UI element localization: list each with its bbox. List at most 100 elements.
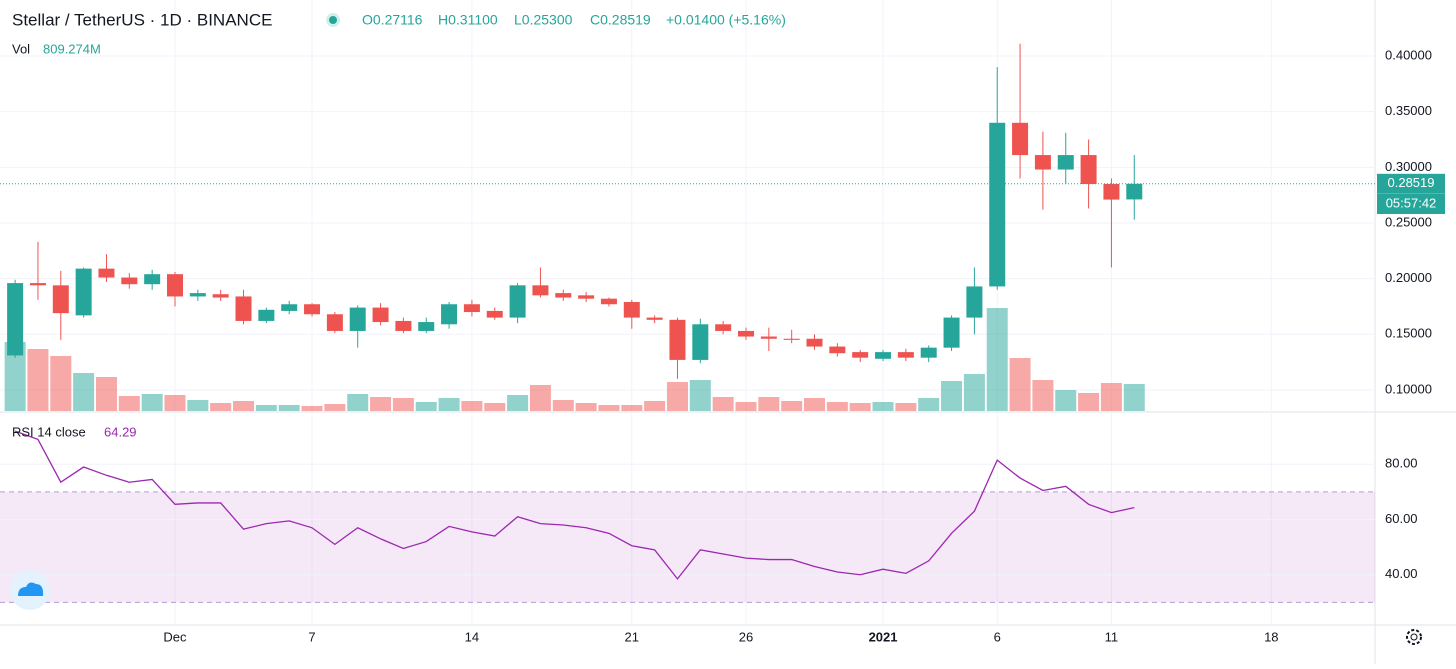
y-tick-label: 0.30000 bbox=[1385, 159, 1432, 174]
candle-body bbox=[760, 336, 777, 339]
logo[interactable] bbox=[10, 570, 50, 610]
x-tick-label: 6 bbox=[994, 629, 1001, 644]
volume-value: 809.274M bbox=[43, 41, 101, 56]
candle-body bbox=[692, 324, 709, 360]
rsi-tick-label: 60.00 bbox=[1385, 511, 1418, 526]
ohlc-change: +0.01400 (+5.16%) bbox=[666, 12, 786, 28]
status-dot-inner bbox=[329, 16, 337, 24]
candle-body bbox=[989, 122, 1006, 287]
candle-body bbox=[1126, 183, 1143, 200]
x-tick-label: 21 bbox=[625, 629, 639, 644]
candle-body bbox=[897, 352, 914, 358]
candle-body bbox=[555, 293, 572, 298]
volume-bar bbox=[484, 403, 506, 411]
candle-body bbox=[258, 309, 275, 321]
candle-body bbox=[349, 307, 366, 331]
volume-bar bbox=[461, 401, 483, 411]
candle-body bbox=[623, 302, 640, 318]
volume-bar bbox=[918, 398, 940, 411]
candle-body bbox=[212, 294, 229, 298]
candle-body bbox=[646, 317, 663, 320]
candle-body bbox=[829, 346, 846, 354]
volume-bar bbox=[73, 373, 95, 411]
candle-body bbox=[166, 274, 183, 297]
plot bbox=[0, 43, 1375, 580]
volume-bar bbox=[529, 385, 551, 411]
countdown: 05:57:42 bbox=[1386, 195, 1437, 210]
volume-bar bbox=[735, 402, 757, 411]
volume-bar bbox=[1100, 383, 1122, 411]
volume-bar bbox=[1032, 380, 1054, 411]
candle-body bbox=[75, 268, 92, 316]
ohlc-close: C0.28519 bbox=[590, 12, 651, 28]
volume-bar bbox=[689, 380, 711, 411]
candle-body bbox=[1103, 184, 1120, 200]
candle-body bbox=[235, 296, 252, 321]
volume-bar bbox=[118, 396, 140, 411]
y-tick-label: 0.10000 bbox=[1385, 381, 1432, 396]
candle-body bbox=[7, 283, 24, 356]
candle-body bbox=[1034, 155, 1051, 170]
volume-bar bbox=[552, 400, 574, 411]
candle-body bbox=[29, 283, 46, 286]
volume-bar bbox=[141, 394, 163, 411]
settings-icon[interactable] bbox=[1406, 629, 1422, 645]
candle-body bbox=[532, 285, 549, 296]
candle-body bbox=[943, 317, 960, 348]
volume-bar bbox=[849, 403, 871, 411]
volume-bar bbox=[210, 403, 232, 411]
y-tick-label: 0.25000 bbox=[1385, 214, 1432, 229]
candle-body bbox=[463, 304, 480, 313]
volume-bar bbox=[255, 405, 277, 411]
rsi-band bbox=[0, 491, 1375, 603]
volume-bar bbox=[895, 403, 917, 411]
volume-bar bbox=[301, 406, 323, 411]
volume-bar bbox=[1055, 390, 1077, 411]
candle-body bbox=[372, 307, 389, 323]
volume-bar bbox=[598, 405, 620, 411]
y-tick-label: 0.40000 bbox=[1385, 47, 1432, 62]
candle-body bbox=[1080, 155, 1097, 185]
y-tick-label: 0.35000 bbox=[1385, 103, 1432, 118]
grid bbox=[0, 0, 1375, 625]
rsi-tick-label: 80.00 bbox=[1385, 456, 1418, 471]
candle-body bbox=[189, 293, 206, 297]
candle-body bbox=[920, 347, 937, 358]
last-price-label: 0.28519 bbox=[1388, 175, 1435, 190]
volume-bar bbox=[392, 398, 414, 411]
volume-bar bbox=[4, 342, 26, 411]
ohlc-low: L0.25300 bbox=[514, 12, 573, 28]
volume-bar bbox=[621, 405, 643, 411]
candle-body bbox=[486, 310, 503, 318]
volume-bar bbox=[507, 395, 529, 411]
volume-bar bbox=[941, 381, 963, 411]
candle-body bbox=[98, 268, 115, 278]
volume-bar bbox=[826, 402, 848, 411]
y-tick-label: 0.15000 bbox=[1385, 326, 1432, 341]
volume-bar bbox=[324, 404, 346, 411]
x-tick-label: 14 bbox=[465, 629, 479, 644]
ohlc-open: O0.27116 bbox=[362, 12, 423, 28]
symbol-title: Stellar / TetherUS · 1D · BINANCE bbox=[12, 10, 272, 29]
x-tick-label: 7 bbox=[308, 629, 315, 644]
candle-body bbox=[875, 352, 892, 359]
candle-body bbox=[395, 320, 412, 331]
candle-body bbox=[1012, 122, 1029, 156]
volume-bar bbox=[438, 398, 460, 411]
candle-body bbox=[418, 322, 435, 331]
candle-body bbox=[966, 286, 983, 318]
candle-body bbox=[326, 314, 343, 331]
volume-bar bbox=[233, 401, 255, 411]
volume-bar bbox=[644, 401, 666, 411]
volume-bar bbox=[781, 401, 803, 411]
candle-body bbox=[715, 324, 732, 331]
candle-body bbox=[144, 274, 161, 285]
last-price-tag bbox=[1377, 173, 1445, 194]
candle-body bbox=[304, 304, 321, 315]
candle-body bbox=[52, 285, 69, 314]
x-tick-label: 26 bbox=[739, 629, 753, 644]
candle-body bbox=[281, 304, 298, 311]
x-tick-label: 2021 bbox=[869, 629, 898, 644]
